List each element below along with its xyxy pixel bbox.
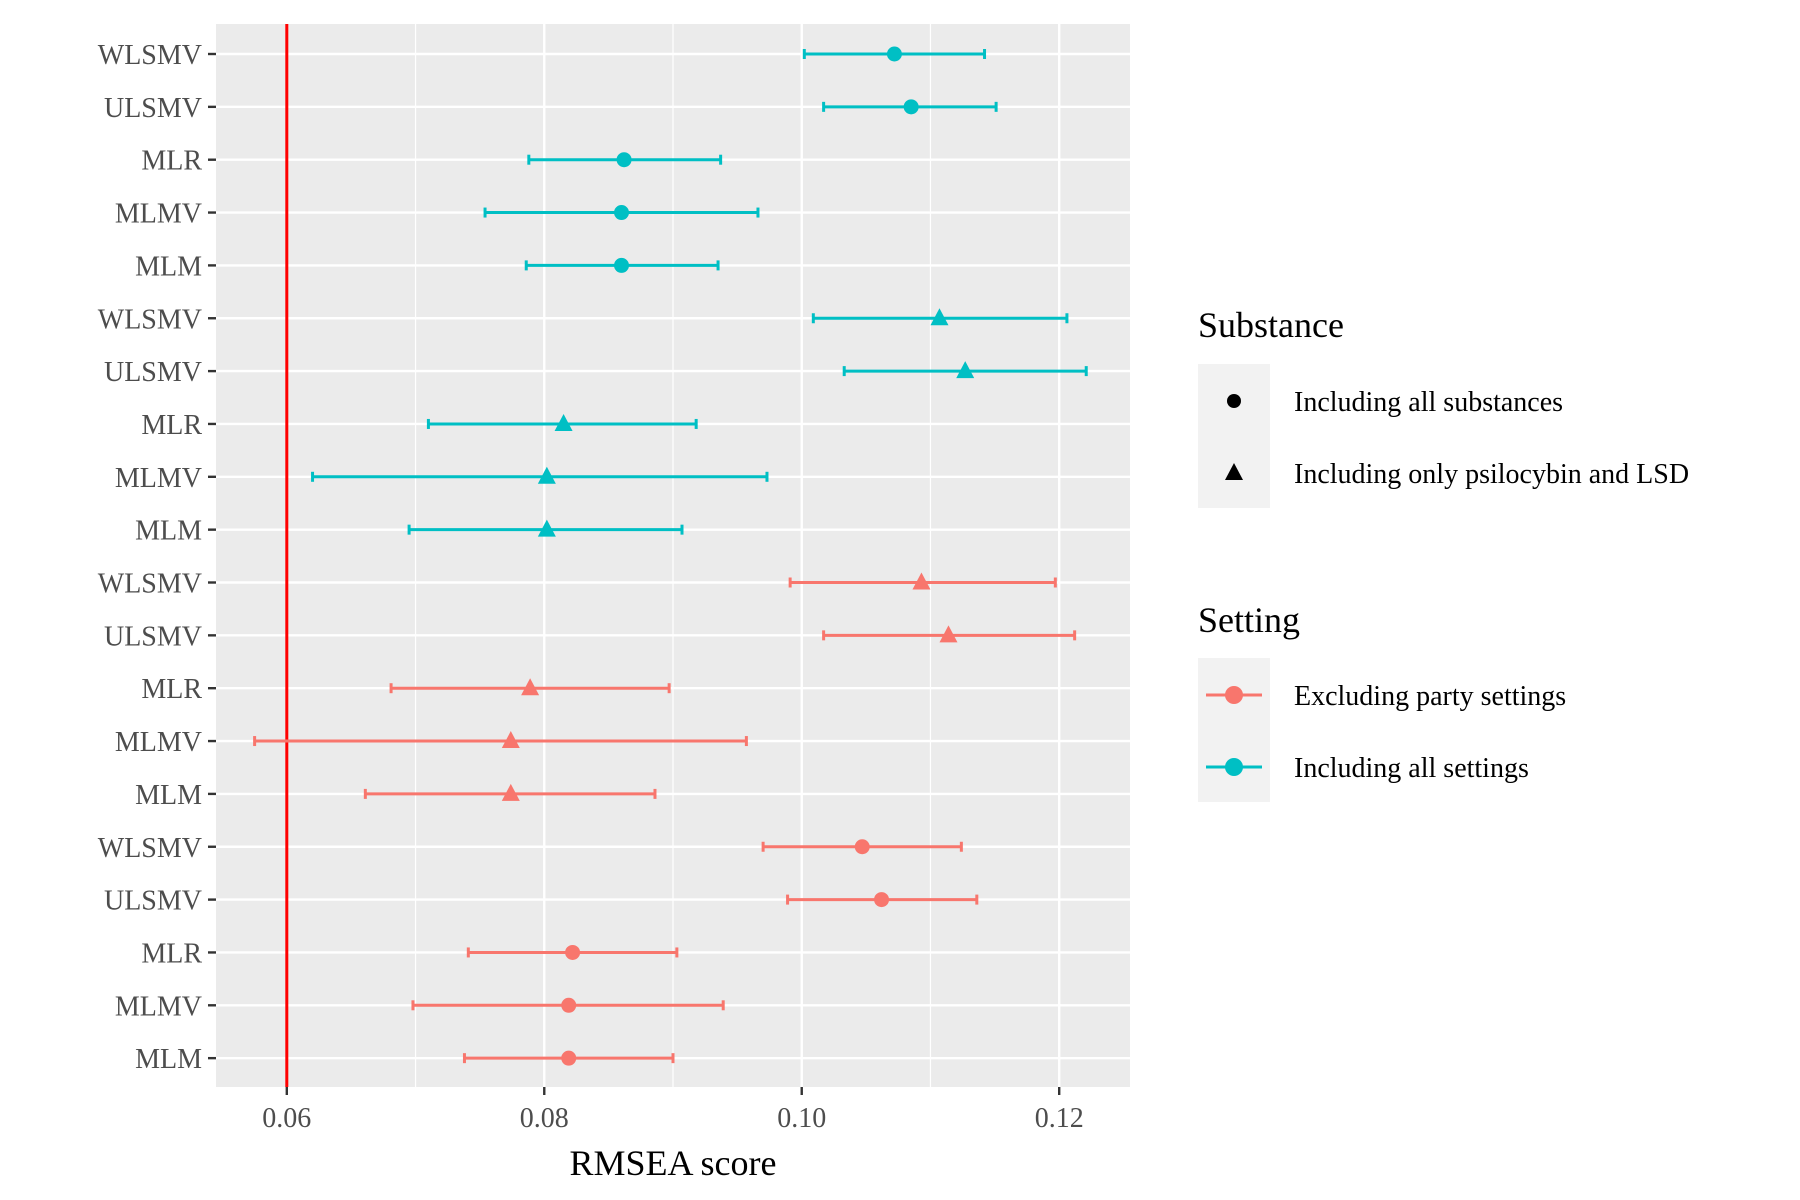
point-estimate [854,839,870,855]
point-estimate [912,572,931,590]
point-estimate [874,892,890,908]
legend: Substance Including all substances Includi… [1198,305,1689,802]
y-axis: WLSMV ULSMV MLR MLMV MLM WLSMV ULSMV MLR MLMV MLM… [98,40,216,1075]
y-tick-label: MLR [141,938,202,969]
legend-key-circle [1225,758,1243,776]
x-axis: 0.06 0.08 0.10 0.12 [262,1087,1084,1134]
legend-group: Setting Excluding party settings Including… [1198,600,1566,802]
legend-key-circle [1227,394,1241,408]
y-tick-label: MLM [135,516,202,547]
point-estimate [501,783,520,801]
point-estimate [521,678,540,696]
legend-key-circle [1225,686,1243,704]
legend-group: Substance Including all substances Includi… [1198,305,1689,508]
point-estimate [537,519,556,537]
point-estimate [956,361,975,379]
point-estimate [561,997,577,1013]
point-estimate [614,205,630,221]
points-layer [501,46,975,1066]
y-tick-label: MLR [141,674,202,705]
legend-label: Excluding party settings [1294,681,1566,712]
point-estimate [561,1050,577,1066]
point-estimate [554,413,573,431]
y-tick-label: ULSMV [104,886,202,917]
y-tick-label: MLR [141,146,202,177]
y-tick-label: MLMV [115,463,202,494]
y-tick-label: MLMV [115,199,202,230]
point-estimate [930,308,949,326]
legend-title: Setting [1198,600,1300,640]
y-tick-label: MLMV [115,727,202,758]
y-tick-label: MLM [135,780,202,811]
y-tick-label: MLM [135,251,202,282]
y-tick-label: WLSMV [98,40,202,71]
point-estimate [501,731,520,749]
x-tick-label: 0.06 [262,1103,311,1134]
x-tick-label: 0.10 [777,1103,826,1134]
point-estimate [565,944,581,960]
y-tick-label: MLR [141,410,202,441]
legend-label: Including all substances [1294,387,1563,418]
y-tick-label: WLSMV [98,569,202,600]
y-tick-label: ULSMV [104,621,202,652]
y-tick-label: ULSMV [104,93,202,124]
legend-label: Including all settings [1294,753,1529,784]
legend-title: Substance [1198,305,1344,345]
point-estimate [939,625,958,643]
x-tick-label: 0.08 [520,1103,569,1134]
legend-key-triangle [1225,463,1243,480]
y-tick-label: MLMV [115,991,202,1022]
y-tick-label: WLSMV [98,304,202,335]
y-tick-label: MLM [135,1044,202,1075]
y-tick-label: WLSMV [98,833,202,864]
point-estimate [537,466,556,484]
point-estimate [616,152,632,168]
legend-label: Including only psilocybin and LSD [1294,459,1689,490]
point-estimate [886,46,902,62]
y-tick-label: ULSMV [104,357,202,388]
x-axis-title: RMSEA score [570,1143,777,1183]
point-estimate [903,99,919,115]
point-estimate [614,257,630,273]
x-tick-label: 0.12 [1035,1103,1084,1134]
